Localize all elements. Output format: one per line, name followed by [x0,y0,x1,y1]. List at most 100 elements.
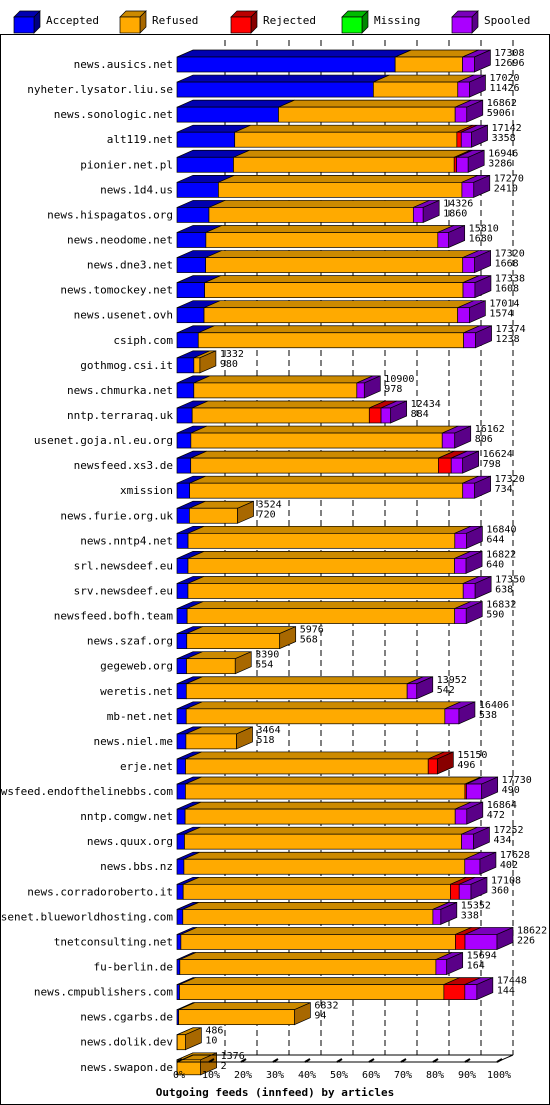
category-label: news.hispagatos.org [47,208,173,221]
bar-segment-accepted [176,131,236,148]
bar-segment-accepted [176,858,185,875]
bar-segment-rejected [443,984,466,1000]
bar-segment-accepted [176,783,186,800]
bar-top-refused [208,200,430,208]
bar-end [185,1027,202,1051]
bar-segment-rejected [427,758,438,775]
legend-label: Refused [152,14,198,27]
value-total: 16864 [487,800,517,811]
bar-segment-spooled [464,934,498,950]
value-accepted: 12696 [494,58,524,69]
value-total: 6832 [314,1001,338,1012]
bar-top-refused [182,902,450,910]
bar-top-refused [205,225,454,233]
bar-top-refused [186,701,461,710]
legend-item-rejected: Rejected [230,10,316,34]
bar-row [176,676,434,700]
bar-segment-refused [185,683,408,700]
bar-segment-refused [193,357,201,374]
bar-row [176,74,486,98]
bar-row [176,575,492,600]
value-total: 17014 [489,299,519,310]
bar-top-refused [193,375,373,384]
bar-segment-accepted [176,432,192,449]
bar-segment-accepted [176,482,190,499]
category-label: mb-net.net [107,710,173,723]
value-accepted: 806 [475,434,493,445]
value-accepted: 3358 [492,133,516,144]
bar-row [176,124,488,148]
bar-segment-accepted [176,909,184,925]
value-total: 16822 [486,549,516,560]
bar-segment-spooled [454,808,468,825]
bar-row [176,1027,202,1051]
value-accepted: 884 [411,409,429,420]
bar-segment-spooled [462,56,475,73]
bar-segment-refused [193,382,358,399]
value-total: 18622 [517,925,547,936]
tick-mark [240,1058,247,1063]
value-accepted: 402 [500,860,518,871]
bar-segment-refused [190,432,443,449]
bar-segment-refused [394,56,463,73]
tick-mark [208,1058,215,1063]
value-total: 16946 [488,148,518,159]
bar-row [176,99,484,123]
bar-segment-accepted [176,532,189,549]
bar-segment-refused [218,182,463,198]
category-label: usenet.blueworldhosting.com [0,910,173,923]
category-label: nntp.comgw.net [80,810,173,823]
bar-segment-accepted [176,683,187,700]
category-label: news.tomockey.net [60,284,173,297]
bar-row [176,876,488,900]
category-label: tnetconsulting.net [54,935,173,948]
bar-end [474,49,491,73]
bar-segment-refused [205,257,464,273]
bar-end [469,300,486,324]
value-total: 17020 [489,73,519,84]
value-accepted: 490 [502,785,520,796]
bar-segment-accepted [176,232,207,248]
bar-segment-accepted [176,307,205,324]
value-total: 16840 [486,524,516,535]
value-accepted: 1668 [495,259,519,270]
bar-top-refused [233,149,471,158]
bar-segment-refused [184,833,462,850]
value-accepted: 568 [300,635,318,646]
value-total: 16832 [486,600,516,611]
bar-end [199,350,217,374]
bar-segment-refused [234,131,458,148]
bar-top-refused [190,450,455,459]
tick-label: 60% [362,1070,380,1081]
bar-end [473,826,490,850]
bar-row [176,425,472,449]
bar-top-refused [179,952,453,960]
bar-segment-accepted [176,282,205,298]
bar-segment-spooled [464,858,481,875]
bar-segment-refused [187,532,456,549]
bar-top-refused [179,977,460,985]
bar-row [176,776,499,800]
value-total: 16862 [487,98,517,109]
bar-segment-accepted [176,733,187,750]
bar-row [176,149,485,173]
legend-item-refused: Refused [119,10,198,34]
bar-row [176,375,381,399]
bar-segment-spooled [441,432,456,449]
bar-row [176,977,494,1001]
bar-top-refused [186,626,296,634]
bar-top-refused [178,1002,311,1011]
category-label: news.furie.org.uk [60,509,173,522]
bar-row [176,701,476,725]
value-total: 1332 [220,349,244,360]
bar-top-refused [184,801,472,810]
bar-end [454,425,472,449]
bar-segment-spooled [462,257,475,273]
bar-segment-refused [176,1034,186,1051]
bar-segment-rejected [368,407,382,424]
category-label: news.cmpublishers.com [34,986,173,999]
bar-segment-accepted [176,182,219,198]
value-accepted: 798 [483,459,501,470]
value-total: 16624 [483,449,513,460]
